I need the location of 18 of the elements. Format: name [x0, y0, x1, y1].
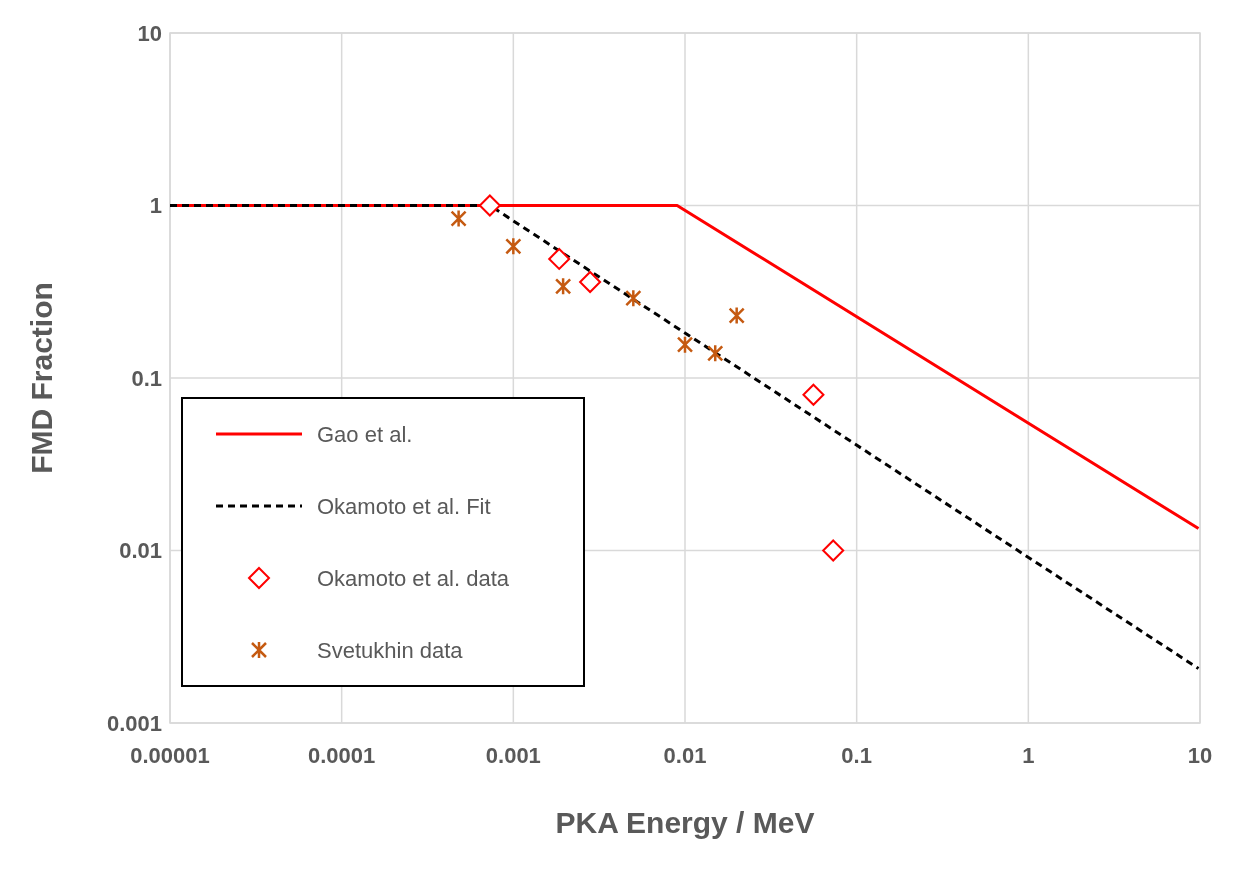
- x-tick-label: 10: [1187, 743, 1213, 768]
- x-tick-label: 0.001: [485, 743, 541, 768]
- legend-label: Gao et al.: [317, 421, 413, 447]
- y-tick-label: 0.01: [119, 538, 162, 564]
- x-axis-title: PKA Energy / MeV: [555, 806, 815, 839]
- y-axis-title: FMD Fraction: [25, 282, 58, 474]
- x-tick-label: 1: [1022, 743, 1035, 768]
- y-tick-label: 0.1: [131, 365, 162, 391]
- legend-label: Okamoto et al. Fit: [317, 493, 491, 519]
- legend-label: Okamoto et al. data: [317, 565, 510, 591]
- legend-label: Svetukhin data: [317, 637, 464, 663]
- y-tick-label: 0.001: [106, 710, 162, 736]
- y-tick-label: 10: [137, 20, 162, 46]
- y-tick-label: 1: [149, 193, 162, 219]
- x-tick-label: 0.01: [663, 743, 707, 768]
- x-tick-label: 0.00001: [130, 743, 210, 768]
- x-tick-label: 0.1: [841, 743, 872, 768]
- x-tick-label: 0.0001: [308, 743, 376, 768]
